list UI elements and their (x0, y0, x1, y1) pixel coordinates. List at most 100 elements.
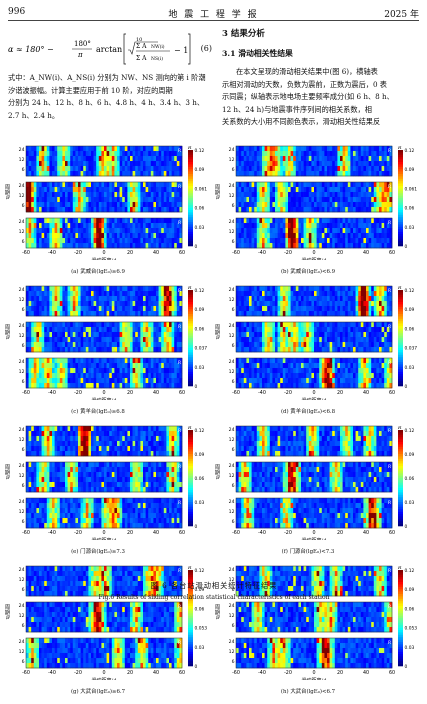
heatmap-cell (306, 171, 309, 176)
heatmap-cell (138, 228, 141, 233)
colorbar-segment (188, 157, 193, 160)
heatmap-cell (304, 161, 307, 166)
heatmap-cell (146, 182, 149, 187)
heatmap-cell (348, 197, 351, 202)
heatmap-cell (343, 291, 346, 296)
heatmap-cell (382, 347, 385, 352)
colorbar-segment (398, 210, 403, 213)
heatmap-cell (101, 151, 104, 156)
heatmap-cell (314, 291, 317, 296)
heatmap-cell (112, 368, 115, 373)
heatmap-cell (324, 192, 327, 197)
heatmap-cell (31, 286, 34, 291)
heatmap-cell (164, 446, 167, 451)
heatmap-cell (161, 296, 164, 301)
heatmap-cell (363, 332, 366, 337)
heatmap-cell (270, 166, 273, 171)
heatmap-cell (31, 383, 34, 388)
heatmap-cell (68, 431, 71, 436)
heatmap-cell (275, 296, 278, 301)
heatmap-cell (278, 363, 281, 368)
heatmap-cell (356, 368, 359, 373)
heatmap-cell (75, 431, 78, 436)
heatmap-cell (127, 322, 130, 327)
heatmap-cell (125, 441, 128, 446)
heatmap-cell (309, 311, 312, 316)
heatmap-cell (363, 187, 366, 192)
heatmap-cell (62, 451, 65, 456)
heatmap-cell (280, 156, 283, 161)
heatmap-cell (270, 378, 273, 383)
heatmap-cell (114, 436, 117, 441)
heatmap-cell (304, 363, 307, 368)
heatmap-cell (164, 223, 167, 228)
heatmap-cell (177, 243, 180, 248)
heatmap-cell (384, 342, 387, 347)
heatmap-cell (309, 156, 312, 161)
heatmap-cell (112, 311, 115, 316)
heatmap-cell (101, 146, 104, 151)
heatmap-cell (288, 182, 291, 187)
heatmap-cell (81, 171, 84, 176)
colorbar-segment (188, 355, 193, 358)
heatmap-cell (104, 446, 107, 451)
heatmap-cell (257, 238, 260, 243)
heatmap-cell (127, 171, 130, 176)
heatmap-cell (151, 441, 154, 446)
heatmap-cell (120, 306, 123, 311)
heatmap-cell (36, 161, 39, 166)
heatmap-cell (117, 218, 120, 223)
heatmap-cell (296, 218, 299, 223)
heatmap-cell (306, 228, 309, 233)
heatmap-cell (324, 202, 327, 207)
heatmap-cell (62, 291, 65, 296)
heatmap-cell (363, 197, 366, 202)
heatmap-cell (314, 368, 317, 373)
heatmap-cell (296, 243, 299, 248)
colorbar-segment (398, 162, 403, 165)
heatmap-cell (327, 228, 330, 233)
heatmap-cell (366, 161, 369, 166)
heatmap-cell (161, 368, 164, 373)
heatmap-cell (327, 286, 330, 291)
heatmap-cell (309, 327, 312, 332)
heatmap-cell (275, 228, 278, 233)
heatmap-cell (29, 436, 32, 441)
heatmap-cell (371, 171, 374, 176)
heatmap-cell (304, 228, 307, 233)
heatmap-cell (127, 327, 130, 332)
heatmap-cell (75, 446, 78, 451)
heatmap-cell (47, 441, 50, 446)
heatmap-cell (125, 192, 128, 197)
heatmap-cell (146, 146, 149, 151)
heatmap-cell (135, 347, 138, 352)
heatmap-cell (148, 197, 151, 202)
heatmap-cell (371, 243, 374, 248)
heatmap-cell (311, 207, 314, 212)
heatmap-cell (291, 296, 294, 301)
heatmap-cell (99, 306, 102, 311)
colorbar-segment (398, 331, 403, 334)
heatmap-cell (81, 218, 84, 223)
heatmap-cell (151, 286, 154, 291)
heatmap-cell (169, 238, 172, 243)
heatmap-cell (376, 228, 379, 233)
heatmap-cell (350, 337, 353, 342)
heatmap-cell (42, 337, 45, 342)
heatmap-cell (262, 207, 265, 212)
heatmap-cell (174, 446, 177, 451)
heatmap-cell (65, 337, 68, 342)
heatmap-cell (101, 383, 104, 388)
heatmap-cell (55, 151, 58, 156)
heatmap-cell (296, 233, 299, 238)
heatmap-cell (340, 301, 343, 306)
heatmap-cell (376, 238, 379, 243)
heatmap-cell (112, 358, 115, 363)
heatmap-cell (371, 228, 374, 233)
heatmap-cell (353, 337, 356, 342)
heatmap-cell (146, 202, 149, 207)
heatmap-cell (159, 451, 162, 456)
heatmap-cell (88, 161, 91, 166)
heatmap-cell (241, 291, 244, 296)
heatmap-cell (366, 171, 369, 176)
